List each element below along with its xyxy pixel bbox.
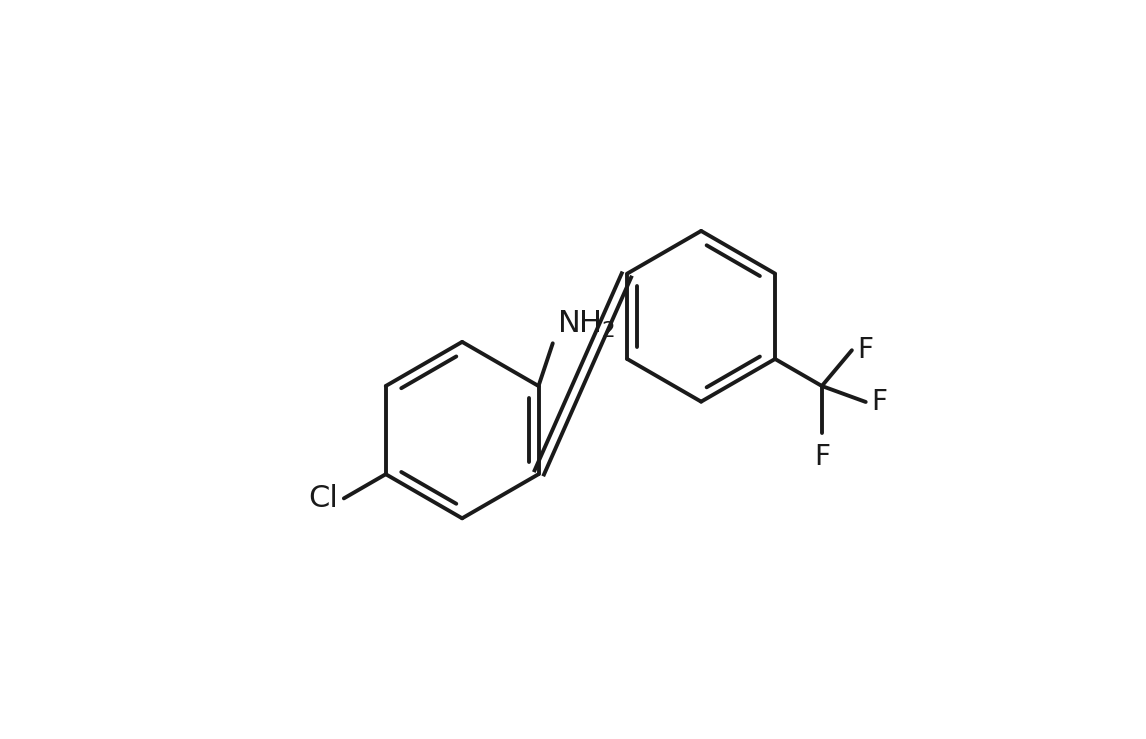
Text: F: F (857, 336, 873, 364)
Text: Cl: Cl (308, 484, 338, 513)
Text: F: F (814, 443, 830, 471)
Text: NH$_2$: NH$_2$ (557, 310, 615, 341)
Text: F: F (871, 388, 887, 416)
